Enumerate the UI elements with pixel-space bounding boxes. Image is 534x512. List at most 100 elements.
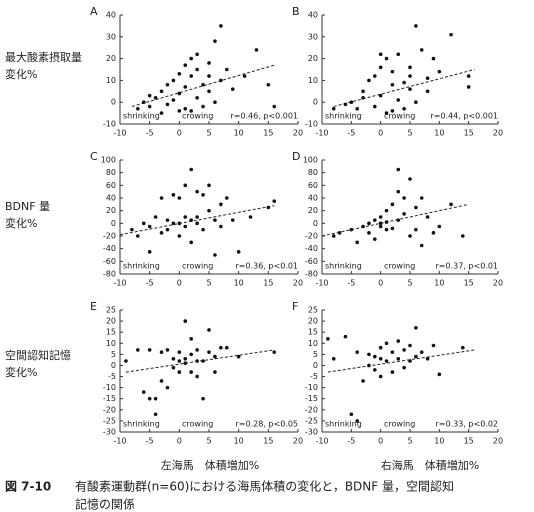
point — [219, 202, 223, 207]
point — [419, 350, 424, 354]
point — [171, 365, 176, 370]
point — [355, 419, 360, 423]
point — [165, 102, 170, 107]
x-axis-label: 左海馬 体積増加% — [161, 458, 259, 472]
point — [402, 196, 406, 200]
y-tick-label: 20 — [106, 206, 116, 215]
y-tick-label: -25 — [305, 416, 318, 425]
x-tick-label: 15 — [464, 279, 474, 288]
point — [195, 221, 199, 226]
y-tick-label: -20 — [305, 405, 318, 414]
point — [390, 370, 395, 374]
annotation: r=0.36, p<0.01 — [236, 262, 298, 271]
x-tick-label: -10 — [315, 129, 328, 138]
point — [189, 337, 193, 341]
point — [177, 359, 182, 363]
point — [272, 350, 277, 354]
x-axis-label: 右海馬 体積増加% — [381, 458, 479, 472]
point — [165, 82, 170, 87]
point — [219, 345, 223, 350]
x-tick-label: 15 — [263, 129, 273, 138]
point — [242, 74, 247, 78]
point — [390, 109, 395, 113]
y-tick-label: 5 — [111, 350, 116, 359]
point — [378, 65, 383, 70]
y-tick-label: -30 — [103, 428, 116, 437]
point — [153, 215, 158, 219]
point — [165, 385, 170, 390]
point — [207, 350, 211, 354]
point — [414, 100, 418, 104]
point — [230, 218, 235, 222]
point — [367, 221, 371, 226]
point — [390, 69, 395, 74]
y-tick-label: 30 — [106, 32, 116, 41]
point — [183, 63, 188, 67]
point — [236, 250, 241, 254]
x-tick-label: 0 — [378, 437, 383, 446]
point — [147, 250, 152, 254]
annotation: r=0.46, p<0.001 — [230, 112, 298, 121]
point — [225, 345, 229, 350]
caption-label: 図 7-10 — [5, 480, 51, 494]
y-tick-label: 10 — [308, 339, 318, 348]
point — [461, 345, 465, 350]
point — [419, 196, 424, 200]
point — [272, 199, 277, 203]
x-tick-label: 10 — [434, 437, 444, 446]
x-tick-label: 5 — [407, 129, 412, 138]
x-tick-label: 5 — [407, 437, 412, 446]
point — [384, 220, 389, 224]
point — [384, 359, 389, 363]
x-tick-label: -5 — [146, 437, 154, 446]
point — [207, 328, 211, 332]
y-tick-label: -10 — [305, 120, 318, 129]
point — [189, 218, 193, 222]
row-label: 変化% — [5, 365, 37, 379]
point — [201, 359, 205, 363]
point — [414, 325, 418, 330]
point — [414, 354, 418, 359]
point — [396, 52, 401, 57]
point — [248, 215, 253, 219]
y-tick-label: 25 — [308, 306, 318, 315]
y-tick-label: 80 — [106, 168, 116, 177]
point — [159, 350, 164, 354]
y-tick-label: -20 — [103, 232, 116, 241]
x-tick-label: -10 — [315, 279, 328, 288]
point — [201, 193, 205, 197]
point — [384, 227, 389, 232]
point — [331, 106, 336, 111]
trend-line — [333, 69, 475, 108]
panel-label: C — [90, 150, 98, 163]
x-tick-label: -5 — [347, 279, 355, 288]
point — [183, 224, 188, 229]
x-tick-label: 5 — [206, 129, 211, 138]
point — [153, 412, 158, 417]
y-tick-label: -15 — [103, 394, 116, 403]
x-tick-label: 20 — [293, 437, 303, 446]
annotation: crowing — [384, 262, 415, 271]
point — [361, 224, 365, 229]
point — [141, 100, 146, 104]
x-tick-label: 20 — [493, 437, 503, 446]
point — [343, 102, 348, 107]
point — [414, 205, 418, 210]
x-tick-label: 5 — [407, 279, 412, 288]
x-tick-label: 0 — [177, 279, 182, 288]
point — [349, 100, 354, 104]
x-tick-label: 15 — [464, 437, 474, 446]
point — [159, 231, 164, 235]
point — [183, 319, 188, 323]
point — [373, 74, 377, 78]
y-tick-label: -80 — [103, 270, 116, 279]
x-tick-label: 0 — [378, 279, 383, 288]
point — [230, 87, 235, 91]
point — [402, 80, 406, 85]
point — [147, 104, 152, 109]
point — [331, 357, 336, 361]
y-tick-label: 10 — [308, 76, 318, 85]
annotation: r=0.44, p<0.001 — [430, 112, 498, 121]
point — [189, 352, 193, 357]
point — [183, 106, 188, 111]
